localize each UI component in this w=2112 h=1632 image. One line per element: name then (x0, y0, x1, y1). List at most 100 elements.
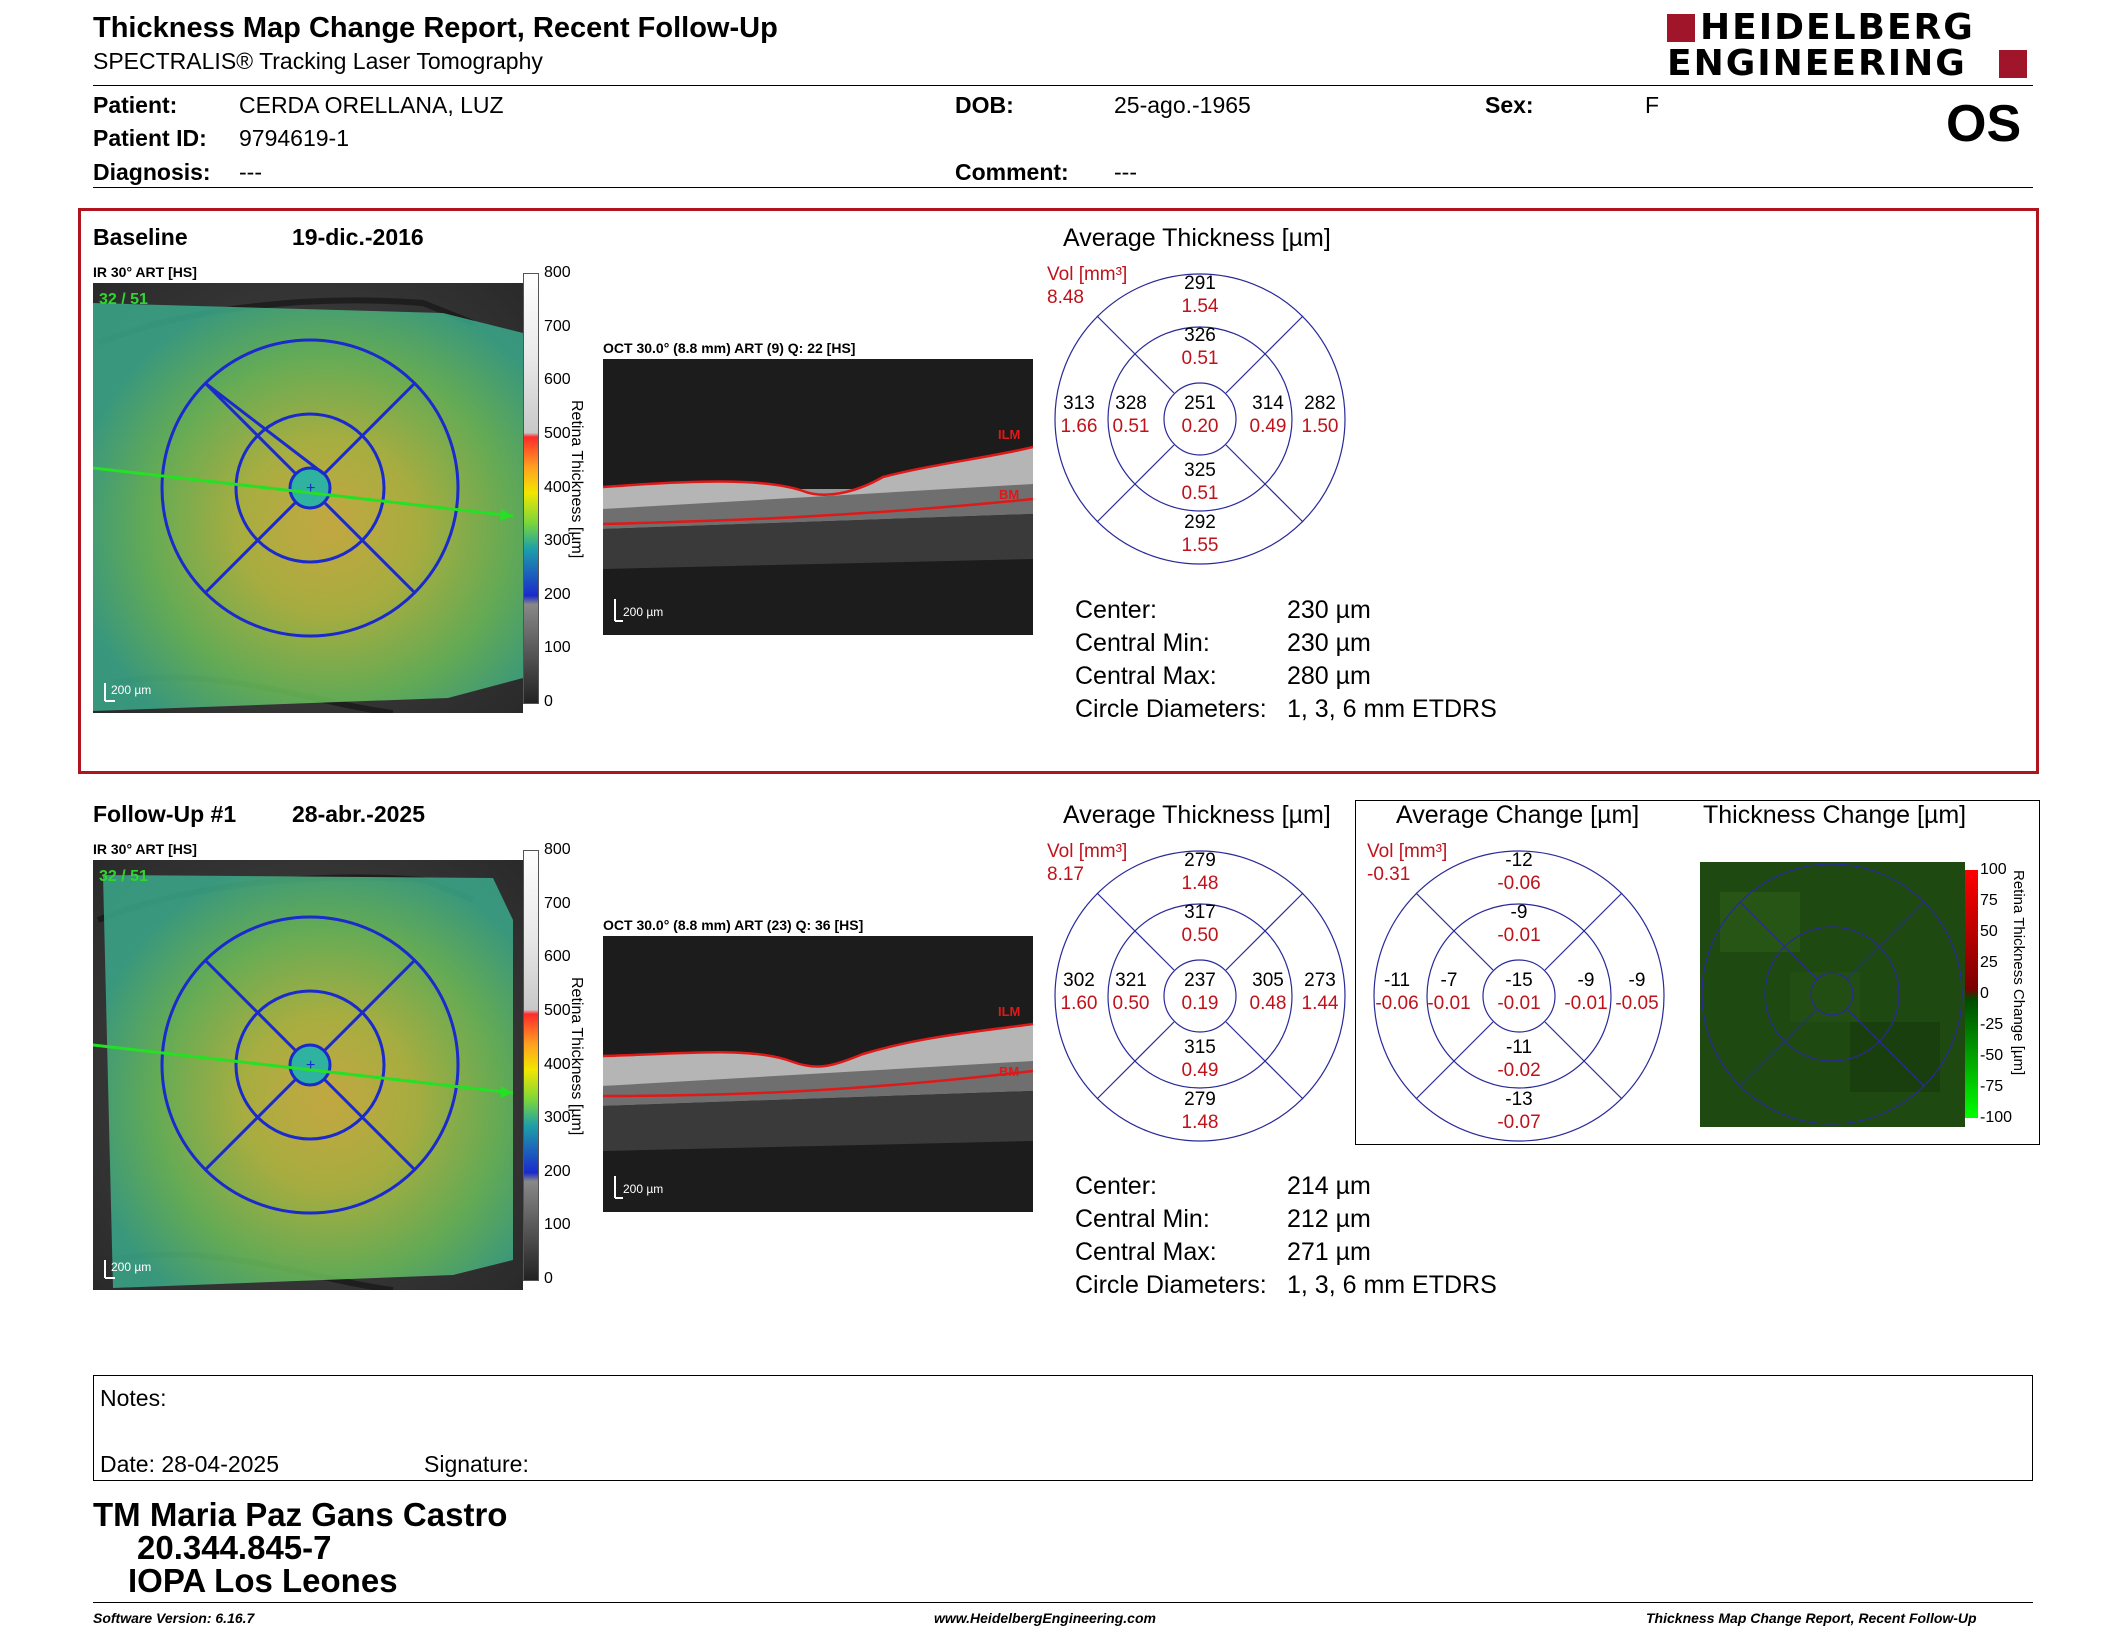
colorbar-tick-label: 500 (544, 1001, 571, 1019)
thickness-change-map (1700, 862, 1965, 1127)
baseline-ir-label: IR 30° ART [HS] (93, 264, 197, 280)
baseline-metric-value: 230 µm (1287, 629, 1371, 657)
colorbar-tick-label: -100 (1980, 1109, 2013, 1126)
dob-label: DOB: (955, 92, 1014, 118)
followup-metric-value: 214 µm (1287, 1172, 1371, 1200)
logo-square-icon (1667, 14, 1695, 42)
followup-date: 28-abr.-2025 (292, 801, 425, 827)
baseline-oct-label: OCT 30.0° (8.8 mm) ART (9) Q: 22 [HS] (603, 340, 856, 356)
change-sector-inner-nas: -9 -0.01 (1564, 970, 1608, 1014)
footer-software-version: Software Version: 6.16.7 (93, 1610, 255, 1626)
baseline-thickness-map: + 32 / 51 200 µm (93, 283, 523, 713)
baseline-metric-value: 280 µm (1287, 662, 1371, 690)
baseline-sector-outer-temp: 313 1.66 (1060, 393, 1098, 437)
dob-value: 25-ago.-1965 (1114, 92, 1251, 118)
baseline-ir-overlay: 32 / 51 (99, 291, 148, 308)
patient-label: Patient: (93, 92, 178, 118)
baseline-metric-value: 1, 3, 6 mm ETDRS (1287, 695, 1497, 723)
colorbar-tick-label: 25 (1980, 954, 1998, 971)
baseline-sector-inner-inf: 325 0.51 (1181, 460, 1219, 504)
baseline-avg-title: Average Thickness [µm] (1063, 224, 1331, 252)
signer-institution: IOPA Los Leones (128, 1562, 398, 1599)
followup-sector-outer-temp: 302 1.60 (1060, 970, 1098, 1014)
colorbar-tick-label: 300 (544, 1109, 571, 1127)
followup-vol-label: Vol [mm³] (1047, 841, 1128, 862)
colorbar-tick-label: 600 (544, 371, 571, 389)
colorbar-tick-label: 400 (544, 1055, 571, 1073)
sex-value: F (1645, 92, 1660, 118)
followup-scale-bar: 200 µm (111, 1260, 152, 1274)
baseline-vol-label: Vol [mm³] (1047, 264, 1128, 285)
colorbar-tick-label: 700 (544, 317, 571, 335)
footer-report-name: Thickness Map Change Report, Recent Foll… (1646, 1610, 1977, 1626)
baseline-oct-bscan: ILM BM 200 µm (603, 359, 1033, 635)
baseline-sector-center: 251 0.20 (1181, 393, 1219, 437)
colorbar-tick-label: -25 (1980, 1016, 2004, 1033)
baseline-vol-total: 8.48 (1047, 287, 1084, 308)
followup-bm-label: BM (999, 1064, 1020, 1079)
colorbar-tick-label: 600 (544, 948, 571, 966)
followup-metric-value: 271 µm (1287, 1238, 1371, 1266)
followup-colorbar (523, 850, 539, 1281)
change-etdrs-chart (1373, 850, 1665, 1142)
notes-signature-label: Signature: (424, 1451, 529, 1477)
baseline-sector-inner-nas: 314 0.49 (1249, 393, 1287, 437)
followup-metric-label: Central Max: (1075, 1238, 1217, 1266)
change-colorbar-title: Retina Thickness Change [µm] (2010, 870, 2027, 1076)
followup-ir-label: IR 30° ART [HS] (93, 841, 197, 857)
baseline-scale-bar: 200 µm (111, 683, 152, 697)
followup-metric-label: Circle Diameters: (1075, 1271, 1267, 1299)
change-sector-outer-nas: -9 -0.05 (1615, 970, 1659, 1014)
colorbar-tick-label: 200 (544, 1162, 571, 1180)
patient-divider (93, 187, 2033, 188)
change-vol-total: -0.31 (1367, 864, 1411, 885)
baseline-metric-label: Center: (1075, 596, 1157, 624)
followup-label: Follow-Up #1 (93, 801, 237, 827)
patient-name: CERDA ORELLANA, LUZ (239, 92, 504, 118)
diagnosis-label: Diagnosis: (93, 159, 211, 185)
followup-thickness-map: + 32 / 51 200 µm (93, 860, 523, 1290)
report-title: Thickness Map Change Report, Recent Foll… (93, 12, 778, 44)
followup-sector-inner-temp: 321 0.50 (1112, 970, 1150, 1014)
change-sector-inner-sup: -9 -0.01 (1497, 902, 1541, 946)
followup-metric-value: 212 µm (1287, 1205, 1371, 1233)
baseline-oct-scale: 200 µm (623, 605, 664, 619)
colorbar-tick-label: 75 (1980, 892, 1998, 909)
diagnosis-value: --- (239, 159, 262, 185)
change-sector-inner-temp: -7 -0.01 (1427, 970, 1471, 1014)
change-sector-center: -15 -0.01 (1497, 970, 1541, 1014)
change-vol-label: Vol [mm³] (1367, 841, 1448, 862)
colorbar-tick-label: 800 (544, 264, 571, 281)
followup-sector-inner-nas: 305 0.48 (1249, 970, 1287, 1014)
etdrs-grid (160, 338, 460, 638)
followup-metric-label: Central Min: (1075, 1205, 1210, 1233)
colorbar-tick-label: 200 (544, 585, 571, 603)
baseline-colorbar-title: Retina Thickness [µm] (568, 400, 585, 559)
colorbar-tick-label: 0 (544, 693, 553, 710)
baseline-bm-label: BM (999, 487, 1020, 502)
colorbar-tick-label: 0 (544, 1270, 553, 1287)
followup-sector-inner-sup: 317 0.50 (1181, 902, 1219, 946)
followup-etdrs-chart (1054, 850, 1346, 1142)
colorbar-tick-label: 700 (544, 894, 571, 912)
baseline-panel (78, 208, 2039, 774)
footer-website: www.HeidelbergEngineering.com (934, 1610, 1156, 1626)
header-divider (93, 85, 2033, 86)
baseline-sector-outer-nas: 282 1.50 (1301, 393, 1339, 437)
colorbar-tick-label: 100 (1980, 861, 2007, 878)
logo-text-line1: HEIDELBERG (1700, 7, 1975, 48)
signer-name: TM Maria Paz Gans Castro (93, 1496, 508, 1533)
baseline-sector-inner-temp: 328 0.51 (1112, 393, 1150, 437)
baseline-etdrs-chart (1054, 273, 1346, 565)
baseline-sector-outer-inf: 292 1.55 (1181, 512, 1219, 556)
colorbar-tick-label: 100 (544, 1216, 571, 1234)
notes-box (93, 1375, 2033, 1481)
thickness-change-title: Thickness Change [µm] (1703, 801, 1967, 829)
baseline-metric-value: 230 µm (1287, 596, 1371, 624)
baseline-metric-label: Central Max: (1075, 662, 1217, 690)
svg-text:+: + (306, 1057, 315, 1074)
baseline-sector-outer-sup: 291 1.54 (1181, 273, 1219, 317)
baseline-sector-inner-sup: 326 0.51 (1181, 325, 1219, 369)
change-sector-outer-inf: -13 -0.07 (1497, 1089, 1541, 1133)
followup-oct-scale: 200 µm (623, 1182, 664, 1196)
